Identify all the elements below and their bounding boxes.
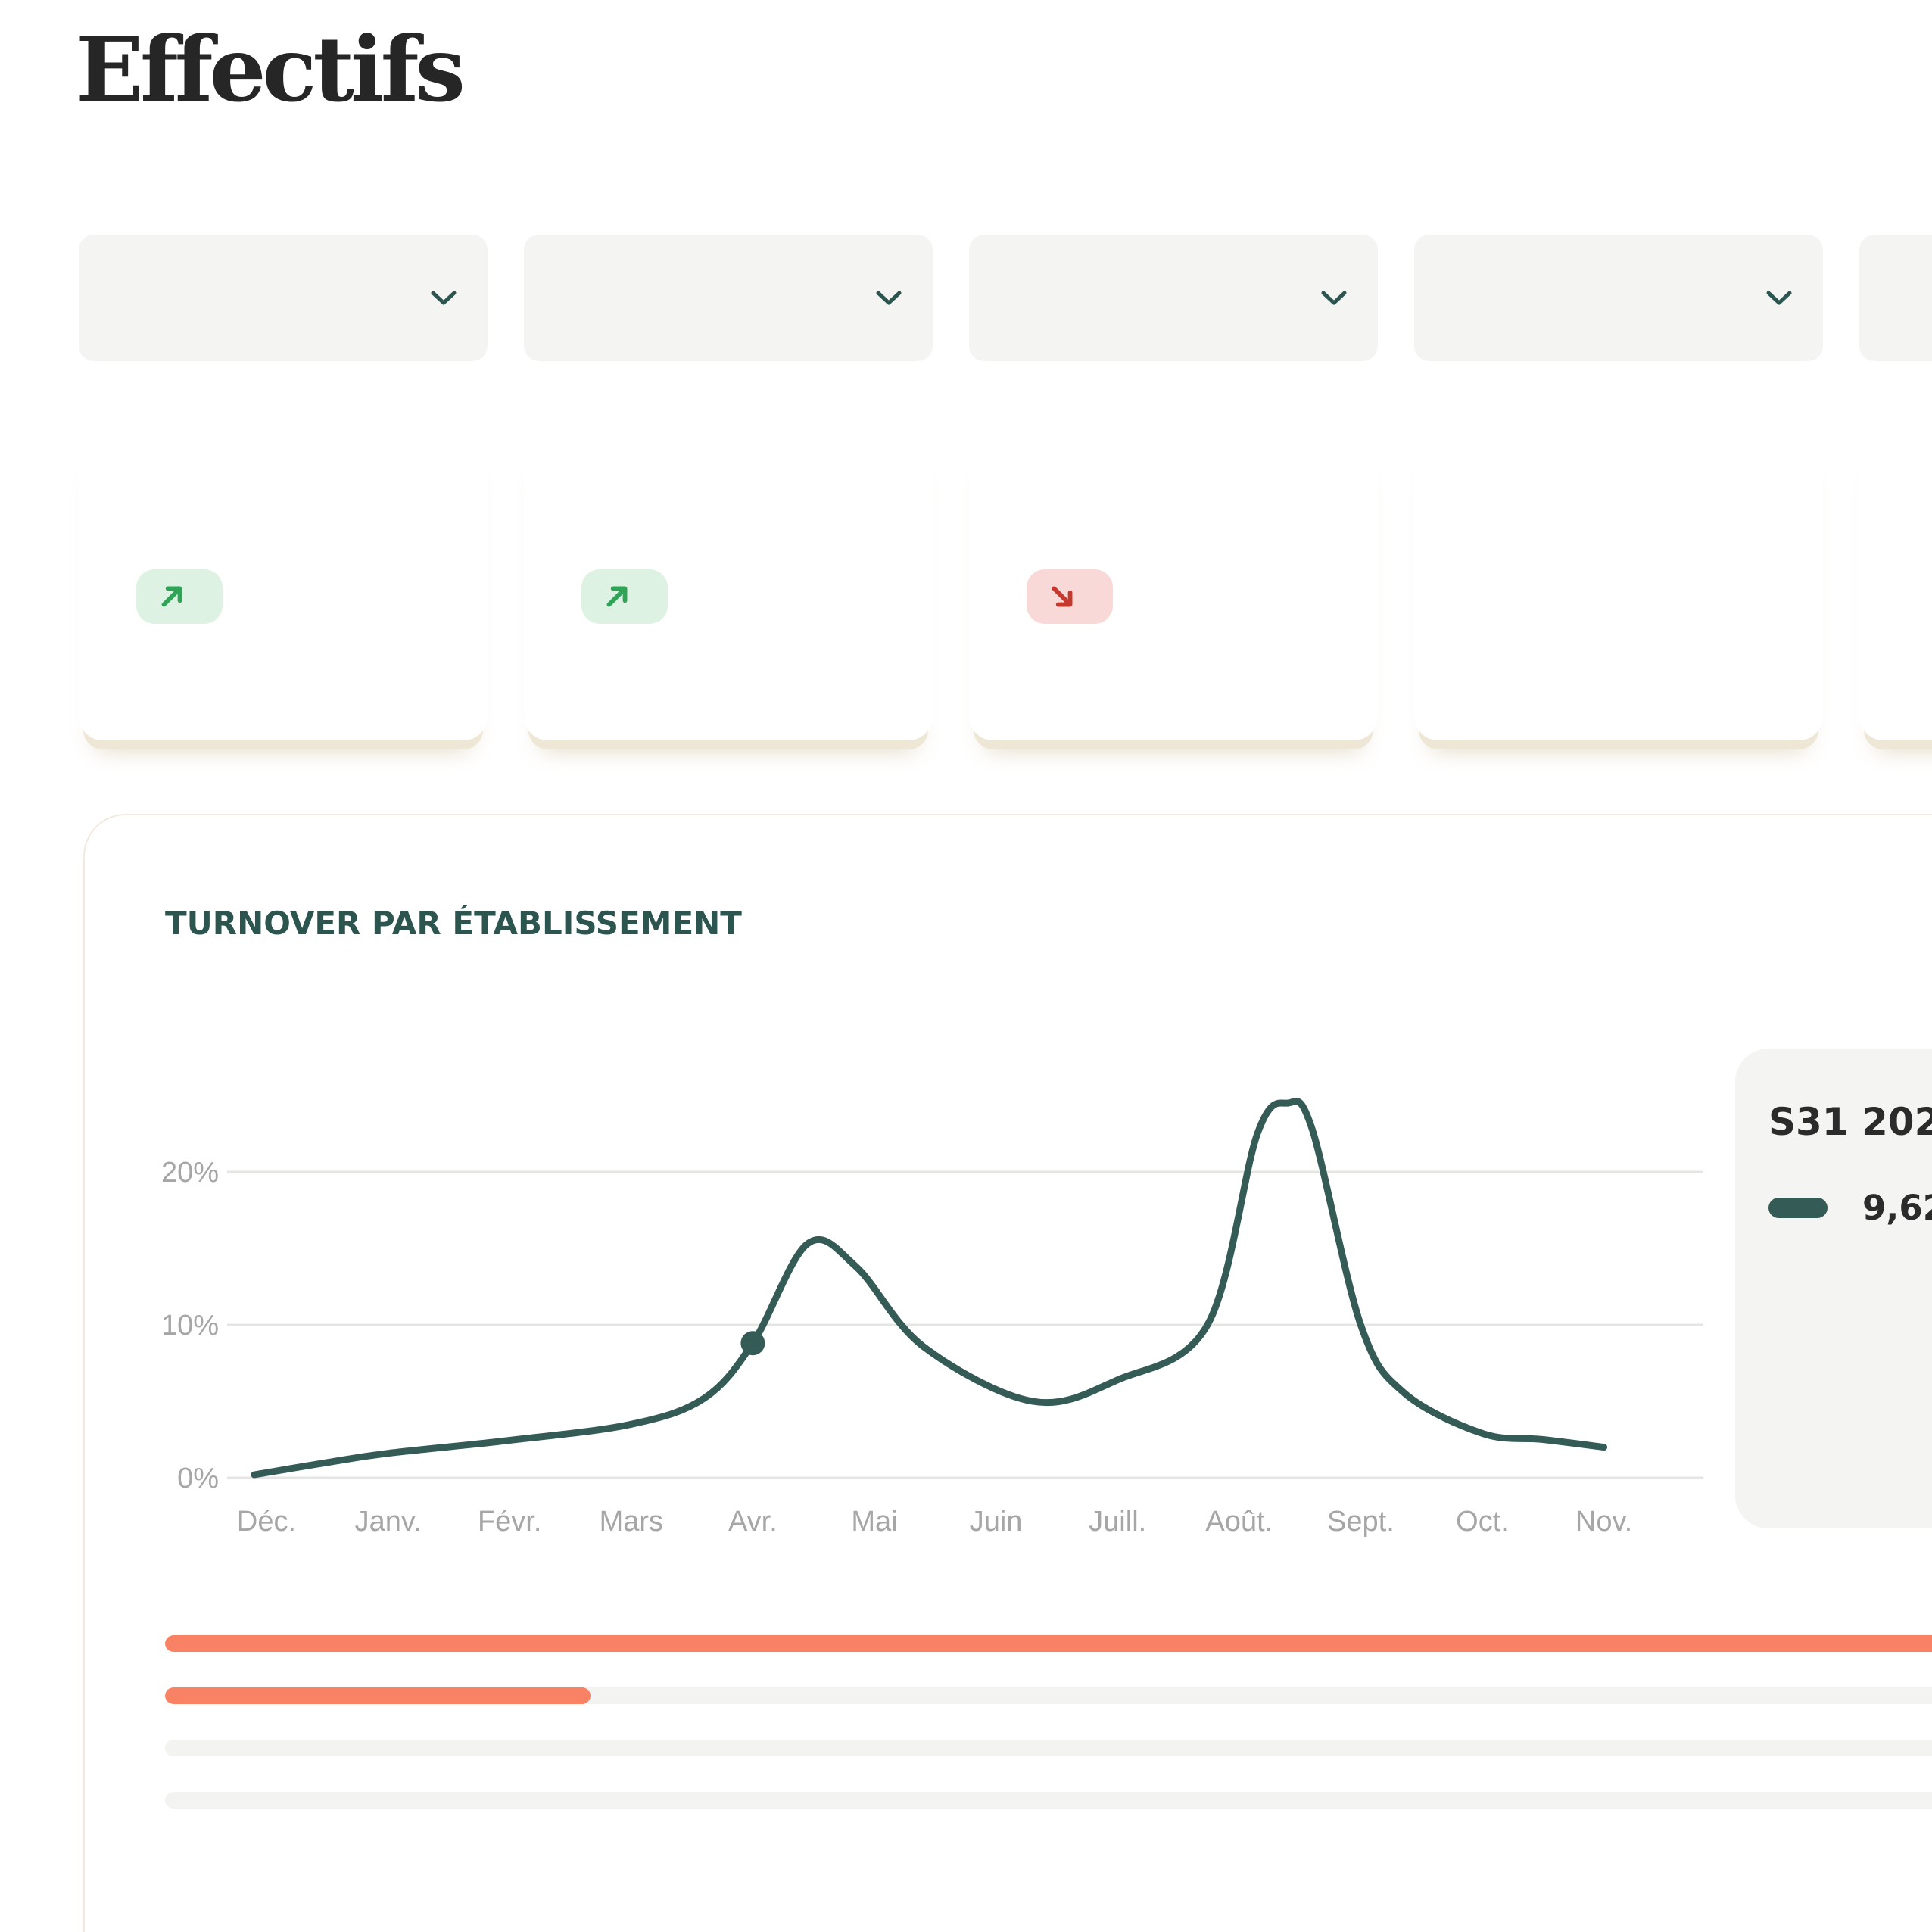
- kpi-trend-badge: [136, 569, 223, 624]
- turnover-bar-track: [165, 1792, 1932, 1809]
- chevron-down-icon: [1766, 291, 1792, 304]
- establishment-row-restaurant: [165, 1635, 1932, 1652]
- turnover-bar-fill: [165, 1687, 591, 1704]
- establishment-row-boulangerie: [165, 1740, 1932, 1756]
- kpi-cards: [0, 438, 1932, 740]
- turnover-chart-card: TURNOVER PAR ÉTABLISSEMENT 0% 10% 20% Déc. J…: [83, 814, 1932, 1932]
- establishment-row-hôtel: [165, 1687, 1932, 1704]
- chart-title: TURNOVER PAR ÉTABLISSEMENT: [165, 905, 742, 942]
- establishment-bars: [165, 1605, 1932, 1844]
- kpi-card-ta: [1859, 438, 1932, 740]
- x-axis-month-label: Févr.: [478, 1506, 541, 1538]
- x-axis-month-label: Nov.: [1575, 1506, 1632, 1538]
- x-axis-month-label: Janv.: [355, 1506, 422, 1538]
- turnover-bar-track: [165, 1687, 1932, 1704]
- x-axis-month-label: Déc.: [237, 1506, 296, 1538]
- turnover-series-line: [251, 1098, 1608, 1479]
- filter-co[interactable]: [1859, 235, 1932, 361]
- turnover-bar-fill: [165, 1635, 1932, 1652]
- kpi-trend-badge: [581, 569, 668, 624]
- x-axis-month-label: Mars: [600, 1506, 663, 1538]
- kpi-card-effectifs: [79, 438, 488, 740]
- x-axis-month-label: Juin: [970, 1506, 1023, 1538]
- x-axis-month-label: Juill.: [1089, 1506, 1146, 1538]
- turnover-bar-track: [165, 1635, 1932, 1652]
- y-axis-tick-label: 10%: [161, 1310, 219, 1341]
- x-axis-month-label: Août.: [1205, 1506, 1273, 1538]
- establishment-row-magasin: [165, 1792, 1932, 1809]
- chart-tooltip: S31 202 9,62: [1735, 1049, 1932, 1528]
- y-axis-tick-label: 0%: [177, 1463, 219, 1494]
- x-axis-month-label: Mai: [851, 1506, 897, 1538]
- x-axis-month-label: Oct.: [1456, 1506, 1509, 1538]
- x-axis-month-label: Avr.: [728, 1506, 777, 1538]
- tooltip-series-row: 9,62: [1768, 1188, 1932, 1228]
- tooltip-value: 9,62: [1862, 1188, 1932, 1228]
- chevron-down-icon: [1321, 291, 1347, 304]
- turnover-line-chart: 0% 10% 20% Déc. Janv. Févr. Mars Avr. Mai Juin Jui…: [161, 1098, 1703, 1538]
- kpi-card-turnover: [1414, 438, 1823, 740]
- kpi-card-départs: [969, 438, 1378, 740]
- y-axis-tick-label: 20%: [161, 1157, 219, 1189]
- filter-etablissement[interactable]: [524, 235, 933, 361]
- kpi-card-arrivées: [524, 438, 933, 740]
- x-axis-month-label: Sept.: [1327, 1506, 1394, 1538]
- chevron-down-icon: [431, 291, 457, 304]
- chevron-down-icon: [876, 291, 902, 304]
- filter-date[interactable]: [79, 235, 488, 361]
- series-legend-chip: [1768, 1198, 1828, 1218]
- selected-point-marker[interactable]: [740, 1331, 765, 1356]
- tooltip-week-label: S31 202: [1768, 1100, 1932, 1144]
- trend-down-icon: [1052, 586, 1073, 607]
- kpi-trend-badge: [1027, 569, 1113, 624]
- filter-poste[interactable]: [1414, 235, 1823, 361]
- turnover-bar-track: [165, 1740, 1932, 1756]
- filter-bar: [0, 235, 1932, 361]
- filter-genre[interactable]: [969, 235, 1378, 361]
- trend-up-icon: [161, 586, 182, 607]
- page-title: Effectifs: [76, 17, 466, 122]
- trend-up-icon: [606, 586, 628, 607]
